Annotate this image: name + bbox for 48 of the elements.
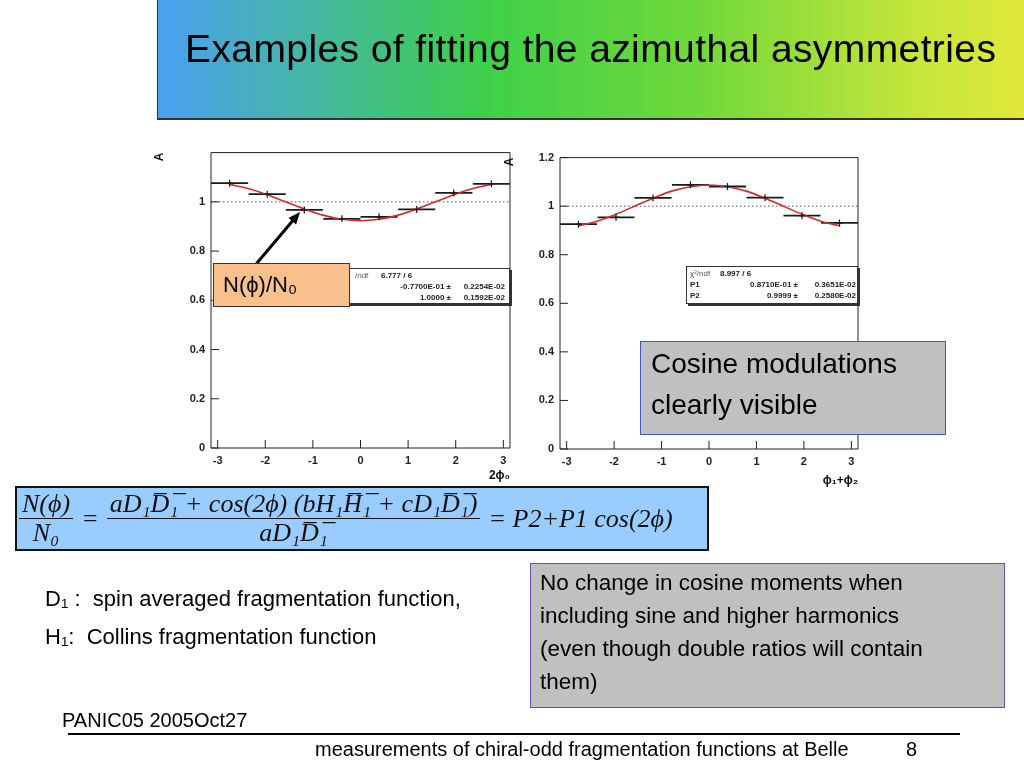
line-series xyxy=(577,184,841,227)
x-tick-label: 0 xyxy=(357,453,364,466)
label-box: N(ϕ)/N₀ xyxy=(213,262,351,307)
text: measurements of chiral-odd fragmentation functions at Belle xyxy=(315,738,849,761)
y-tick-label: 1 xyxy=(547,199,554,212)
callout-box: Cosine modulations clearly visible xyxy=(640,341,946,435)
text: 8 xyxy=(906,738,918,761)
text: Examples of fitting the azimuthal asymmetries xyxy=(185,27,997,71)
x-tick-label: 1 xyxy=(405,453,412,466)
y-tick-label: 0 xyxy=(547,442,554,455)
annotation: Cosine modulations clearly visible xyxy=(651,347,898,422)
y-tick-label: 1.2 xyxy=(538,150,554,163)
x-tick-label: -2 xyxy=(609,454,619,467)
x-axis-title: 2ϕ₀ xyxy=(488,468,510,483)
y-tick-label: 0.4 xyxy=(189,342,206,355)
y-tick-label: 0.4 xyxy=(538,344,555,357)
x-axis-title: ϕ₁+ϕ₂ xyxy=(822,473,858,488)
point xyxy=(760,193,770,202)
x-tick-label: -2 xyxy=(260,453,271,466)
y-tick-label: 0.8 xyxy=(538,247,554,260)
text: H₁: Collins fragmentation function xyxy=(45,624,377,650)
y-tick-label: 0.2 xyxy=(189,391,205,404)
y-axis-title: A xyxy=(151,152,166,162)
y-tick-label: 0 xyxy=(198,441,205,454)
annotation: N(ϕ)/N₀ xyxy=(223,271,298,298)
y-tick-label: 0.2 xyxy=(538,393,554,406)
note-box: No change in cosine moments when including sine and higher harmonics (even though double ratios will contain them) xyxy=(530,563,1005,708)
point xyxy=(611,213,621,222)
y-tick-label: 0.6 xyxy=(538,296,554,309)
x-tick-label: 3 xyxy=(848,454,855,467)
x-tick-label: -1 xyxy=(656,454,667,467)
x-tick-label: 2 xyxy=(452,453,459,466)
y-axis-title: A xyxy=(501,157,516,167)
x-tick-label: -3 xyxy=(212,453,223,466)
y-tick-label: 0.8 xyxy=(189,244,205,257)
x-tick-label: 2 xyxy=(800,454,807,467)
line-series xyxy=(228,183,493,222)
y-tick-label: 0.6 xyxy=(189,293,205,306)
stats-box: χ²/ndf 8.997 / 6 P1 0.8710E-01 ± 0.3651E-02 P2 0.9999 ± 0.2580E-02 xyxy=(686,266,858,304)
x-tick-label: 1 xyxy=(753,454,760,467)
x-tick-label: -1 xyxy=(308,453,318,466)
x-tick-label: 3 xyxy=(500,453,507,466)
x-tick-label: -3 xyxy=(561,454,572,467)
point xyxy=(797,211,807,220)
x-tick-label: 0 xyxy=(705,454,713,467)
y-tick-label: 1 xyxy=(198,194,205,207)
text: PANIC05 2005Oct27 xyxy=(62,709,248,732)
text: D₁ : spin averaged fragmentation function, xyxy=(45,586,461,612)
